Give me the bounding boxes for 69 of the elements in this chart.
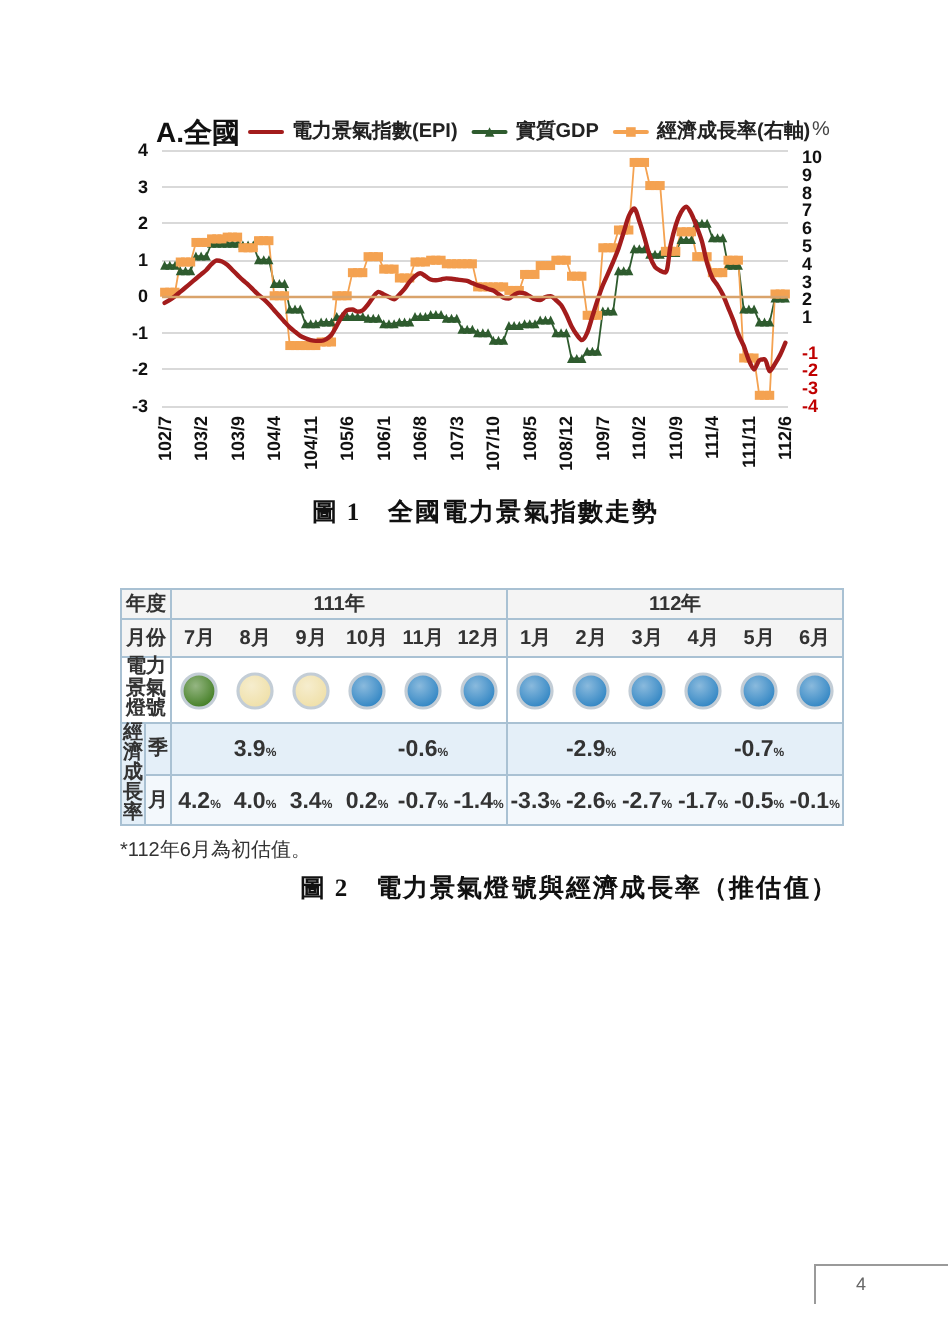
x-axis-title: 月份 (121, 619, 171, 657)
x-tick-label: 3月 (619, 619, 676, 657)
y2-tick-label: -3 (802, 378, 819, 399)
y2-tick-label: 10 (802, 147, 823, 168)
y2-tick-label: 1 (802, 307, 813, 328)
x-tick-label: 12月 (451, 619, 508, 657)
x-tick-label: 111/4 (702, 416, 723, 460)
caption: 圖 1 全國電力景氣指數走勢 (312, 496, 660, 530)
y-tick-label: -3 (131, 396, 148, 416)
y2-tick-label: 6 (802, 218, 813, 239)
x-tick-label: 6月 (787, 619, 844, 657)
x-tick-label: 103/2 (191, 416, 212, 462)
caption: 圖 2 電力景氣燈號與經濟成長率（推估值） (300, 872, 838, 906)
y-axis-title: 經濟成長率 (121, 722, 145, 825)
x-tick-label: 10月 (339, 619, 395, 657)
chart-title: A.全國 (156, 116, 240, 148)
x-tick-label: 7月 (171, 619, 227, 657)
y-tick-label: 2 (137, 213, 148, 234)
x-tick-label: 111/11 (738, 416, 759, 469)
x-tick-label: 106/1 (373, 416, 394, 462)
y2-tick-label: 5 (802, 236, 813, 256)
x-tick-label: 110/2 (629, 416, 650, 461)
y2-tick-label: -1 (802, 342, 819, 363)
x-tick-label: 103/9 (227, 416, 248, 462)
x-tick-label: 110/9 (665, 416, 686, 461)
x-tick-label: 109/7 (592, 416, 613, 462)
x-tick-label: 1月 (507, 619, 564, 657)
y2-axis-title: % (812, 119, 830, 141)
x-tick-label: 9月 (283, 619, 339, 657)
x-tick-label: 8月 (227, 619, 283, 657)
legend-label: 經濟成長率(右軸) (654, 119, 811, 143)
x-tick-label: 104/4 (264, 416, 285, 462)
text: 111年 (171, 589, 508, 619)
y-tick-label: -1 (131, 322, 148, 343)
y-tick-label: -2 (131, 359, 148, 380)
y2-tick-label: 9 (802, 164, 813, 185)
x-tick-label: 108/12 (556, 416, 577, 472)
x-tick-label: 11月 (395, 619, 451, 657)
y-tick-label: 4 (137, 140, 148, 160)
x-tick-label: 5月 (731, 619, 788, 657)
y2-tick-label: 2 (802, 289, 813, 310)
y2-tick-label: 3 (802, 271, 813, 292)
y-tick-label: 0 (137, 286, 148, 307)
x-tick-label: 4月 (675, 619, 732, 657)
text: 電力景氣燈號 (121, 656, 171, 723)
y-tick-label: 1 (137, 249, 148, 270)
y-tick-label: 季 (145, 723, 171, 774)
x-tick-label: 102/7 (154, 416, 175, 462)
x-tick-label: 2月 (563, 619, 620, 657)
x-tick-label: 104/11 (300, 416, 321, 471)
y2-tick-label: 7 (802, 200, 813, 221)
y2-tick-label: 4 (802, 253, 813, 274)
legend-label: 實質GDP (513, 119, 600, 143)
y2-tick-label: -4 (802, 396, 819, 416)
x-tick-label: 106/8 (410, 416, 431, 462)
y2-tick-label: -2 (802, 360, 819, 381)
y-tick-label: 3 (137, 176, 148, 197)
x-tick-label: 108/5 (519, 416, 540, 462)
x-tick-label: 105/6 (337, 416, 358, 462)
x-tick-label: 107/3 (446, 416, 467, 462)
y2-tick-label: 8 (802, 182, 813, 203)
text: *112年6月為初估值。 (120, 837, 311, 864)
legend-label: 電力景氣指數(EPI) (292, 119, 458, 143)
text: 年度 (121, 589, 171, 619)
y-tick-label: 月 (145, 774, 171, 825)
x-tick-label: 112/6 (775, 416, 796, 461)
x-tick-label: 107/10 (483, 416, 504, 472)
text: 4 (856, 1274, 867, 1294)
text: 112年 (507, 589, 844, 619)
